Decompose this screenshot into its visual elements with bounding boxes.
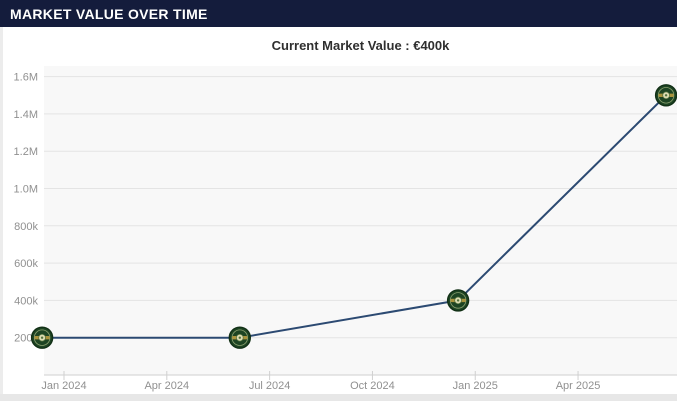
y-axis-label: 1.6M xyxy=(14,72,38,84)
y-axis-label: 1.0M xyxy=(14,184,38,196)
club-crest-ring xyxy=(231,329,249,346)
x-axis-label: Oct 2024 xyxy=(350,380,395,392)
series-line xyxy=(42,94,667,339)
y-axis-label: 600k xyxy=(14,258,38,270)
club-crest-ring xyxy=(449,292,467,309)
club-crest-dot xyxy=(40,336,44,339)
club-crest-dot xyxy=(664,94,668,97)
x-axis-label: Jul 2024 xyxy=(249,380,291,392)
y-axis-label: 1.2M xyxy=(14,146,38,158)
widget-header: MARKET VALUE OVER TIME xyxy=(0,0,677,27)
x-axis-label: Apr 2025 xyxy=(556,380,601,392)
widget-title: MARKET VALUE OVER TIME xyxy=(10,5,208,22)
y-axis-label: 400k xyxy=(14,295,38,307)
club-crest-ring xyxy=(33,329,51,346)
y-axis-label: 1.4M xyxy=(14,109,38,121)
market-value-point[interactable] xyxy=(654,84,677,107)
market-value-point[interactable] xyxy=(446,289,470,312)
plot-area xyxy=(44,66,677,375)
club-crest-dot xyxy=(456,299,460,302)
x-axis-label: Jan 2025 xyxy=(453,380,498,392)
x-axis-label: Apr 2024 xyxy=(144,380,189,392)
chart-title: Current Market Value : €400k xyxy=(271,38,450,53)
page-edge-bottom xyxy=(0,394,677,401)
y-axis-label: 800k xyxy=(14,221,38,233)
x-axis-label: Jan 2024 xyxy=(41,380,86,392)
market-value-point[interactable] xyxy=(30,326,54,349)
club-crest-ring xyxy=(657,87,675,104)
market-value-point[interactable] xyxy=(228,326,252,349)
club-crest-dot xyxy=(238,336,241,339)
page-edge-left xyxy=(0,27,3,394)
